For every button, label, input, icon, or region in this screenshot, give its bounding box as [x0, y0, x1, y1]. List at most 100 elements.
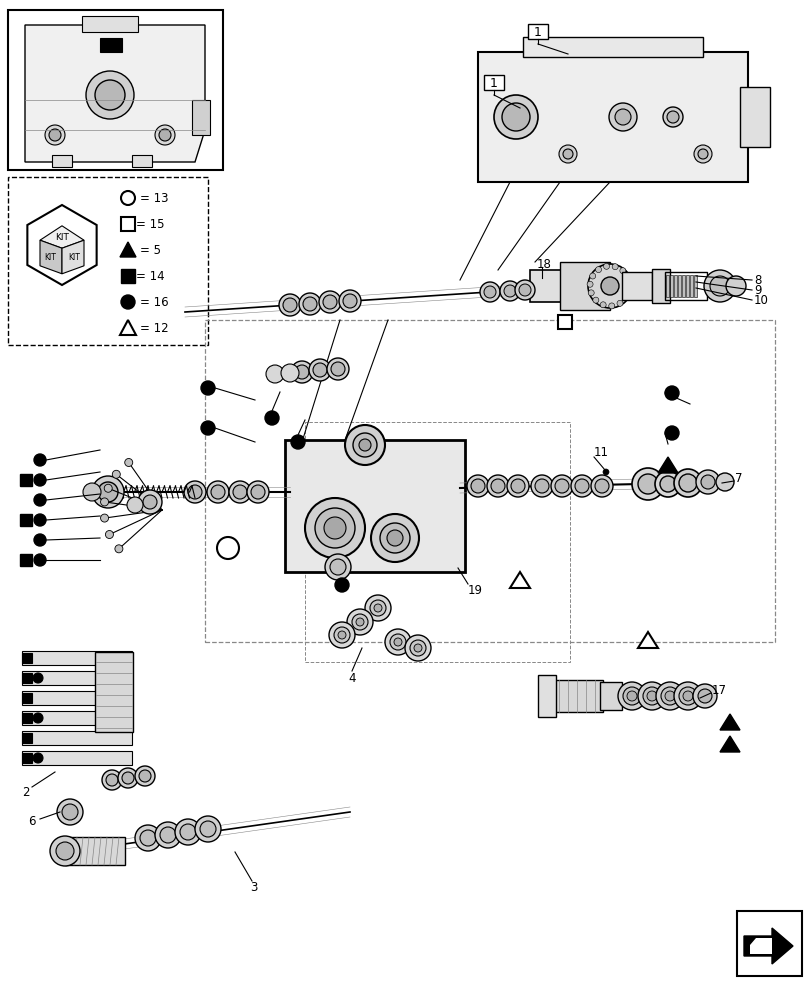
Circle shape	[666, 111, 678, 123]
Text: = 5: = 5	[139, 243, 161, 256]
Bar	[82, 16, 138, 32]
Circle shape	[34, 474, 46, 486]
Circle shape	[654, 471, 680, 497]
Circle shape	[637, 474, 657, 494]
Circle shape	[500, 281, 519, 301]
Circle shape	[487, 475, 508, 497]
Circle shape	[34, 534, 46, 546]
Circle shape	[160, 827, 176, 843]
Circle shape	[95, 80, 125, 110]
Circle shape	[112, 470, 120, 478]
Circle shape	[155, 125, 175, 145]
Circle shape	[380, 523, 410, 553]
Bar	[665, 275, 668, 297]
Circle shape	[188, 485, 202, 499]
Circle shape	[342, 294, 357, 308]
Text: 1: 1	[534, 26, 541, 39]
Circle shape	[414, 644, 422, 652]
Circle shape	[34, 454, 46, 466]
Bar	[20, 514, 32, 526]
Circle shape	[290, 361, 312, 383]
Circle shape	[551, 475, 573, 497]
Circle shape	[673, 469, 702, 497]
Circle shape	[646, 691, 656, 701]
Circle shape	[175, 819, 201, 845]
Circle shape	[201, 421, 215, 435]
Circle shape	[323, 295, 337, 309]
Circle shape	[570, 475, 592, 497]
Circle shape	[135, 766, 155, 786]
Bar	[22, 673, 32, 683]
Circle shape	[122, 772, 134, 784]
Circle shape	[678, 474, 696, 492]
Circle shape	[655, 682, 683, 710]
Text: = 15: = 15	[135, 218, 165, 231]
Polygon shape	[25, 25, 204, 162]
Circle shape	[338, 290, 361, 312]
Text: 9: 9	[753, 284, 761, 296]
Bar	[204, 320, 774, 642]
Circle shape	[355, 618, 363, 626]
Circle shape	[33, 753, 43, 763]
Circle shape	[101, 498, 109, 506]
Bar	[669, 275, 672, 297]
Circle shape	[200, 821, 216, 837]
Circle shape	[266, 365, 284, 383]
Circle shape	[466, 475, 488, 497]
Text: = 14: = 14	[135, 269, 165, 282]
Circle shape	[678, 687, 696, 705]
Bar	[285, 440, 465, 572]
Bar	[95, 652, 133, 732]
Circle shape	[139, 770, 151, 782]
Circle shape	[558, 145, 577, 163]
Circle shape	[324, 517, 345, 539]
Circle shape	[305, 498, 365, 558]
Circle shape	[351, 614, 367, 630]
Bar	[530, 270, 599, 302]
Bar	[677, 275, 680, 297]
Circle shape	[345, 425, 384, 465]
Bar	[685, 275, 689, 297]
Circle shape	[371, 514, 418, 562]
Polygon shape	[719, 714, 739, 730]
Bar	[547, 680, 603, 712]
Circle shape	[554, 479, 569, 493]
Circle shape	[298, 293, 320, 315]
Circle shape	[663, 107, 682, 127]
Circle shape	[703, 270, 735, 302]
Circle shape	[389, 634, 406, 650]
Circle shape	[281, 364, 298, 382]
Bar	[121, 269, 135, 283]
Circle shape	[603, 263, 609, 269]
Circle shape	[114, 545, 122, 553]
Polygon shape	[40, 226, 84, 248]
Text: 4: 4	[348, 672, 355, 684]
Circle shape	[504, 285, 515, 297]
Circle shape	[104, 484, 112, 492]
Bar	[681, 275, 684, 297]
Circle shape	[309, 359, 331, 381]
Circle shape	[264, 411, 279, 425]
Circle shape	[587, 290, 594, 296]
Circle shape	[290, 435, 305, 449]
Circle shape	[393, 638, 401, 646]
Circle shape	[664, 691, 674, 701]
Circle shape	[106, 774, 118, 786]
Polygon shape	[62, 240, 84, 274]
Bar	[22, 671, 132, 685]
Bar	[52, 155, 72, 167]
Circle shape	[483, 286, 496, 298]
Circle shape	[33, 713, 43, 723]
Circle shape	[139, 830, 156, 846]
Circle shape	[180, 824, 195, 840]
Circle shape	[603, 469, 608, 475]
Bar	[121, 217, 135, 231]
Bar	[478, 52, 747, 182]
Circle shape	[374, 604, 381, 612]
Circle shape	[102, 770, 122, 790]
Bar	[22, 691, 132, 705]
Circle shape	[617, 682, 646, 710]
Circle shape	[56, 842, 74, 860]
Circle shape	[594, 267, 601, 273]
Text: KIT: KIT	[44, 253, 56, 262]
